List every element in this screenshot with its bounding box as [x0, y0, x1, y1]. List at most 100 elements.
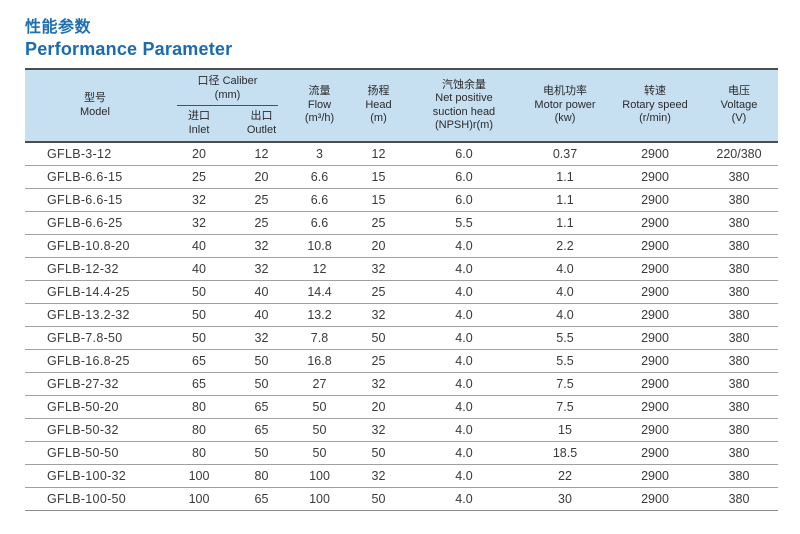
cell-rotary-speed: 2900 [610, 395, 700, 419]
cell-inlet: 25 [165, 165, 233, 189]
cell-flow: 14.4 [290, 280, 349, 304]
cell-outlet: 65 [233, 418, 290, 442]
cell-model: GFLB-3-12 [25, 142, 165, 166]
cell-outlet: 40 [233, 280, 290, 304]
cell-voltage: 380 [700, 303, 778, 327]
cell-rotary-speed: 2900 [610, 142, 700, 166]
cell-model: GFLB-50-20 [25, 395, 165, 419]
header-speed-en: Rotary speed [622, 98, 688, 111]
cell-motor-power: 4.0 [520, 303, 610, 327]
cell-motor-power: 5.5 [520, 349, 610, 373]
header-inlet-en: Inlet [188, 123, 210, 136]
cell-head: 25 [349, 280, 408, 304]
table-row: GFLB-7.8-50 50 32 7.8 50 4.0 5.5 2900 380 [25, 326, 778, 350]
cell-voltage: 380 [700, 487, 778, 511]
cell-inlet: 32 [165, 188, 233, 212]
cell-rotary-speed: 2900 [610, 418, 700, 442]
header-speed-zh: 转速 [644, 85, 666, 98]
page-title-english: Performance Parameter [25, 39, 233, 59]
cell-head: 15 [349, 165, 408, 189]
cell-npsh: 4.0 [408, 257, 520, 281]
column-header-model: 型号 Model [25, 69, 165, 143]
table-row: GFLB-27-32 65 50 27 32 4.0 7.5 2900 380 [25, 372, 778, 396]
header-inlet-zh: 进口 [188, 110, 210, 122]
cell-rotary-speed: 2900 [610, 349, 700, 373]
header-outlet-en: Outlet [246, 123, 277, 136]
header-motor-unit: (kw) [554, 112, 576, 125]
cell-npsh: 4.0 [408, 234, 520, 258]
cell-motor-power: 4.0 [520, 280, 610, 304]
cell-voltage: 380 [700, 257, 778, 281]
table-row: GFLB-100-32 100 80 100 32 4.0 22 2900 380 [25, 464, 778, 488]
cell-npsh: 4.0 [408, 303, 520, 327]
cell-flow: 6.6 [290, 188, 349, 212]
cell-npsh: 4.0 [408, 372, 520, 396]
cell-voltage: 380 [700, 418, 778, 442]
table-body: GFLB-3-12 20 12 3 12 6.0 0.37 2900 220/380 GFLB-6… [25, 142, 778, 511]
header-speed-unit: (r/min) [639, 112, 671, 125]
column-header-voltage: 电压 Voltage (V) [700, 69, 778, 143]
caliber-divider [177, 105, 278, 106]
cell-flow: 100 [290, 464, 349, 488]
column-header-caliber: 口径 Caliber (mm) [165, 69, 290, 108]
cell-flow: 50 [290, 395, 349, 419]
cell-outlet: 25 [233, 211, 290, 235]
cell-head: 25 [349, 211, 408, 235]
cell-npsh: 4.0 [408, 464, 520, 488]
header-caliber-zh-en: 口径 Caliber [197, 75, 258, 87]
cell-outlet: 32 [233, 234, 290, 258]
cell-flow: 100 [290, 487, 349, 511]
cell-npsh: 4.0 [408, 326, 520, 350]
cell-rotary-speed: 2900 [610, 303, 700, 327]
cell-voltage: 380 [700, 372, 778, 396]
cell-head: 12 [349, 142, 408, 166]
cell-rotary-speed: 2900 [610, 441, 700, 465]
cell-inlet: 80 [165, 418, 233, 442]
table-row: GFLB-14.4-25 50 40 14.4 25 4.0 4.0 2900 380 [25, 280, 778, 304]
table-row: GFLB-6.6-25 32 25 6.6 25 5.5 1.1 2900 380 [25, 211, 778, 235]
header-motor-zh: 电机功率 [543, 85, 587, 98]
header-voltage-zh: 电压 [728, 85, 750, 98]
cell-motor-power: 0.37 [520, 142, 610, 166]
cell-model: GFLB-6.6-25 [25, 211, 165, 235]
table-row: GFLB-100-50 100 65 100 50 4.0 30 2900 380 [25, 487, 778, 511]
cell-model: GFLB-16.8-25 [25, 349, 165, 373]
cell-npsh: 6.0 [408, 142, 520, 166]
header-head-unit: (m) [370, 112, 387, 125]
cell-flow: 27 [290, 372, 349, 396]
column-header-motor-power: 电机功率 Motor power (kw) [520, 69, 610, 143]
header-flow-zh: 流量 [308, 85, 331, 98]
cell-model: GFLB-12-32 [25, 257, 165, 281]
cell-head: 20 [349, 395, 408, 419]
cell-inlet: 50 [165, 326, 233, 350]
table-row: GFLB-50-32 80 65 50 32 4.0 15 2900 380 [25, 418, 778, 442]
header-model-en: Model [80, 105, 110, 118]
cell-voltage: 380 [700, 280, 778, 304]
cell-head: 32 [349, 418, 408, 442]
cell-head: 50 [349, 487, 408, 511]
header-head-zh: 扬程 [367, 85, 390, 98]
cell-model: GFLB-10.8-20 [25, 234, 165, 258]
cell-motor-power: 22 [520, 464, 610, 488]
header-outlet-zh: 出口 [250, 110, 273, 122]
cell-outlet: 50 [233, 372, 290, 396]
cell-outlet: 80 [233, 464, 290, 488]
cell-inlet: 40 [165, 257, 233, 281]
cell-npsh: 4.0 [408, 418, 520, 442]
cell-motor-power: 15 [520, 418, 610, 442]
cell-rotary-speed: 2900 [610, 464, 700, 488]
cell-model: GFLB-14.4-25 [25, 280, 165, 304]
cell-head: 15 [349, 188, 408, 212]
performance-parameter-table: 型号 Model 口径 Caliber (mm) 流量 Flow (m³/h) … [25, 68, 778, 511]
cell-motor-power: 1.1 [520, 188, 610, 212]
cell-voltage: 220/380 [700, 142, 778, 166]
cell-voltage: 380 [700, 349, 778, 373]
cell-outlet: 32 [233, 257, 290, 281]
header-npsh-unit: (NPSH)r(m) [434, 119, 494, 131]
cell-inlet: 50 [165, 280, 233, 304]
cell-rotary-speed: 2900 [610, 257, 700, 281]
cell-npsh: 4.0 [408, 395, 520, 419]
cell-voltage: 380 [700, 234, 778, 258]
cell-head: 32 [349, 303, 408, 327]
cell-model: GFLB-100-32 [25, 464, 165, 488]
